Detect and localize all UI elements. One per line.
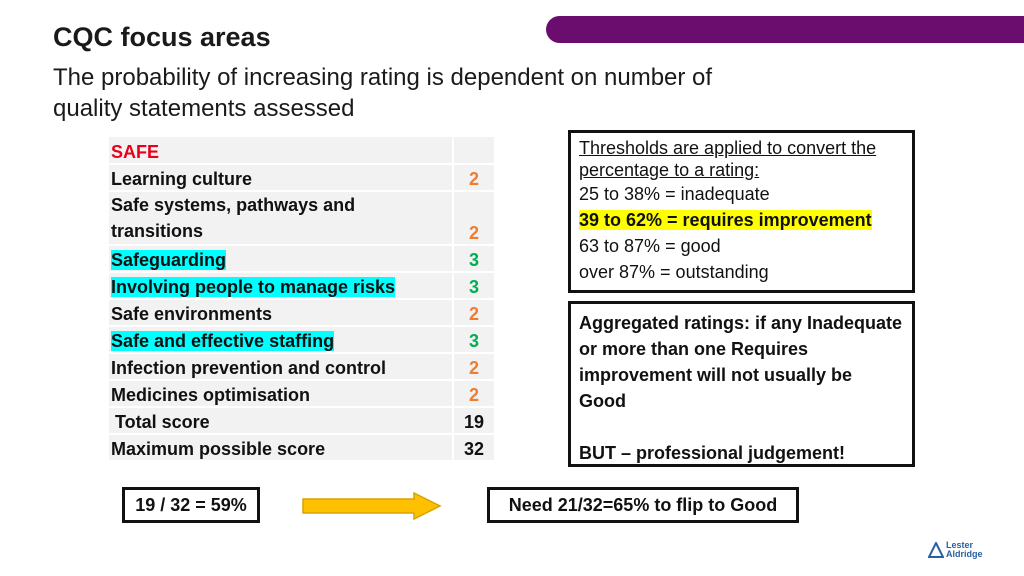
row-score: 3: [453, 272, 496, 300]
row-score: 2: [453, 164, 496, 192]
company-logo: Lester Aldridge: [928, 541, 983, 559]
row-score: 2: [453, 191, 496, 246]
right-arrow-icon: [302, 492, 442, 520]
row-score: 2: [453, 299, 496, 327]
table-row: Safeguarding 3: [109, 245, 496, 273]
need-box: Need 21/32=65% to flip to Good: [487, 487, 799, 523]
row-label: Involving people to manage risks: [111, 277, 396, 297]
thresholds-intro: Thresholds are applied to convert the pe…: [579, 138, 877, 180]
scores-table: SAFE Learning culture 2 Safe systems, pa…: [109, 137, 496, 462]
row-score: 3: [453, 326, 496, 354]
row-label-cell: Safeguarding: [109, 245, 454, 273]
table-row: Infection prevention and control 2: [109, 353, 496, 381]
row-score: 2: [453, 380, 496, 408]
row-label-cell: Involving people to manage risks: [109, 272, 454, 300]
row-label: Learning culture: [109, 164, 454, 192]
calculation-box: 19 / 32 = 59%: [122, 487, 260, 523]
row-label: Safe systems, pathways and transitions: [109, 191, 454, 246]
table-row: Safe and effective staffing 3: [109, 326, 496, 354]
thresholds-box: Thresholds are applied to convert the pe…: [568, 130, 915, 293]
aggregated-note: BUT – professional judgement!: [579, 443, 846, 463]
accent-bar: [546, 16, 1024, 43]
row-score: 3: [453, 245, 496, 273]
max-row: Maximum possible score 32: [109, 434, 496, 462]
row-label: Safeguarding: [111, 250, 227, 270]
threshold-good: 63 to 87% = good: [579, 236, 721, 256]
max-value: 32: [453, 434, 496, 462]
table-row: Involving people to manage risks 3: [109, 272, 496, 300]
total-label: Total score: [109, 407, 454, 435]
logo-text: Lester Aldridge: [946, 541, 983, 559]
row-label: Safe and effective staffing: [111, 331, 335, 351]
slide-title: CQC focus areas: [53, 22, 271, 52]
threshold-inadequate: 25 to 38% = inadequate: [579, 184, 770, 204]
table-row: Learning culture 2: [109, 164, 496, 192]
aggregated-box: Aggregated ratings: if any Inadequate or…: [568, 301, 915, 467]
row-label: Infection prevention and control: [109, 353, 454, 381]
logo-triangle-icon: [928, 542, 944, 558]
threshold-requires-improvement-line: 39 to 62% = requires improvement: [579, 207, 904, 233]
threshold-outstanding: over 87% = outstanding: [579, 262, 769, 282]
row-score: 2: [453, 353, 496, 381]
table-row: Safe systems, pathways and transitions 2: [109, 191, 496, 246]
max-label: Maximum possible score: [109, 434, 454, 462]
table-row: Medicines optimisation 2: [109, 380, 496, 408]
threshold-requires-improvement: 39 to 62% = requires improvement: [579, 210, 872, 230]
row-label: Safe environments: [109, 299, 454, 327]
logo-line2: Aldridge: [946, 549, 983, 559]
total-row: Total score 19: [109, 407, 496, 435]
aggregated-text: Aggregated ratings: if any Inadequate or…: [579, 313, 903, 411]
row-label: Medicines optimisation: [109, 380, 454, 408]
table-header: SAFE: [109, 137, 454, 165]
table-row: Safe environments 2: [109, 299, 496, 327]
slide-subtitle: The probability of increasing rating is …: [53, 64, 713, 122]
row-label-cell: Safe and effective staffing: [109, 326, 454, 354]
table-header-score: [453, 137, 496, 165]
table-header-row: SAFE: [109, 137, 496, 165]
total-value: 19: [453, 407, 496, 435]
logo-line1: Lester: [946, 540, 974, 550]
